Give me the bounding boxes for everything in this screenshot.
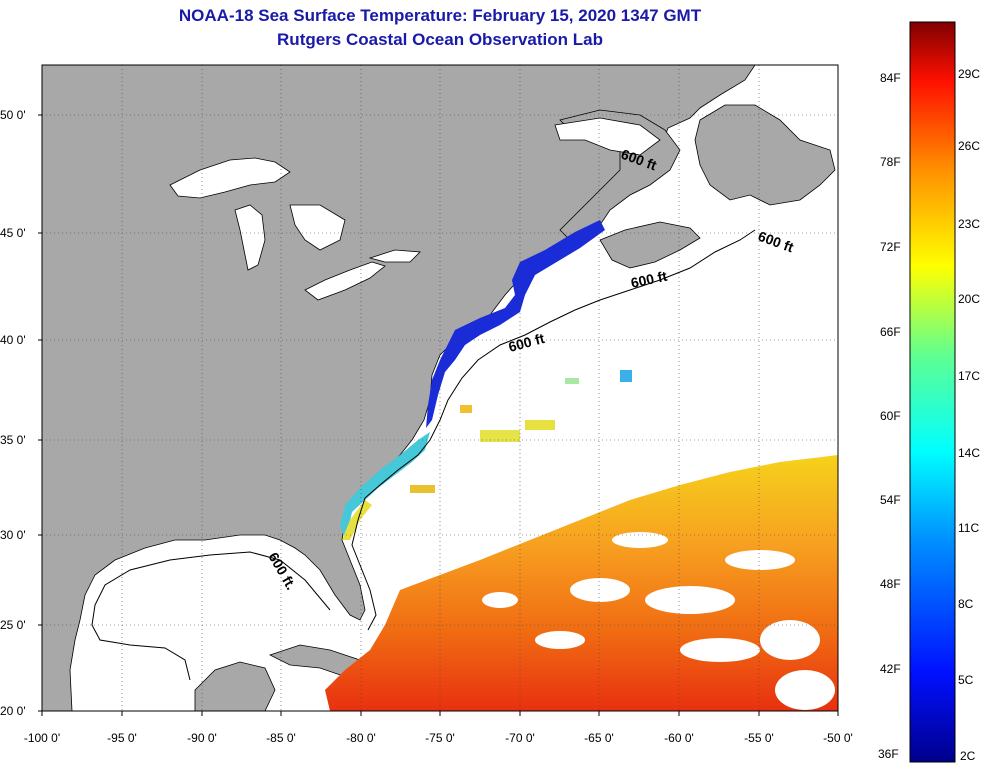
colorbar-f-label: 48F [880, 577, 901, 591]
lat-label: 50 0' [0, 108, 26, 122]
colorbar-f-label: 36F [878, 747, 899, 761]
colorbar-c-label: 14C [958, 446, 980, 460]
sst-scattered-pixels [410, 370, 632, 493]
lat-label: 45 0' [0, 226, 26, 240]
lon-label: -100 0' [24, 731, 60, 745]
graticule [42, 65, 838, 711]
colorbar-f-label: 54F [880, 493, 901, 507]
colorbar-c-labels: 29C 26C 23C 20C 17C 14C 11C 8C 5C 2C [958, 67, 980, 763]
colorbar-f-label: 84F [880, 71, 901, 85]
lon-label: -55 0' [744, 731, 774, 745]
colorbar-c-label: 5C [958, 673, 974, 687]
colorbar [909, 21, 956, 763]
colorbar-c-label: 8C [958, 597, 974, 611]
isobath-600ft-gulf [91, 551, 331, 681]
lon-label: -95 0' [107, 731, 137, 745]
lat-label: 30 0' [0, 528, 26, 542]
colorbar-f-label: 78F [880, 155, 901, 169]
lat-label: 35 0' [0, 433, 26, 447]
latitude-labels: 50 0' 45 0' 40 0' 35 0' 30 0' 25 0' 20 0… [0, 108, 26, 718]
longitude-labels: -100 0' -95 0' -90 0' -85 0' -80 0' -75 … [24, 731, 853, 745]
lon-label: -65 0' [584, 731, 614, 745]
colorbar-f-label: 60F [880, 409, 901, 423]
colorbar-f-labels: 84F 78F 72F 66F 60F 54F 48F 42F 36F [878, 71, 901, 761]
colorbar-c-label: 29C [958, 67, 980, 81]
contour-label-3: 600 ft [629, 268, 668, 291]
colorbar-c-label: 26C [958, 139, 980, 153]
map-subtitle: Rutgers Coastal Ocean Observation Lab [277, 30, 603, 49]
land-yucatan [194, 661, 276, 711]
sst-cold-shelf [426, 220, 605, 428]
colorbar-c-label: 23C [958, 217, 980, 231]
lon-label: -70 0' [505, 731, 535, 745]
sst-coastal-yellow [342, 500, 372, 540]
lake-michigan [234, 204, 266, 271]
colorbar-c-label: 11C [958, 521, 979, 535]
land-newfoundland [694, 104, 836, 206]
colorbar-f-label: 42F [880, 662, 901, 676]
hudson-bay-water [554, 117, 661, 156]
lat-label: 40 0' [0, 333, 26, 347]
lon-label: -60 0' [664, 731, 694, 745]
colorbar-c-label: 2C [960, 749, 976, 763]
isobath-600ft-atlantic [351, 229, 756, 631]
axis-ticks [38, 114, 839, 716]
sst-coastal-transition [340, 432, 430, 540]
lon-label: -85 0' [266, 731, 296, 745]
land-nova-scotia [599, 221, 701, 269]
cloud-patches [482, 532, 835, 710]
lat-label: 25 0' [0, 618, 26, 632]
colorbar-c-label: 20C [958, 292, 980, 306]
lon-label: -50 0' [823, 731, 853, 745]
lon-label: -90 0' [187, 731, 217, 745]
lake-huron [289, 204, 346, 251]
colorbar-f-label: 66F [880, 325, 901, 339]
map-title: NOAA-18 Sea Surface Temperature: Februar… [178, 6, 702, 25]
lake-superior [169, 157, 291, 199]
colorbar-c-label: 17C [958, 369, 980, 383]
lat-label: 20 0' [0, 704, 26, 718]
lake-erie-ontario [304, 249, 421, 301]
colorbar-f-label: 72F [880, 240, 901, 254]
lon-label: -75 0' [425, 731, 455, 745]
lon-label: -80 0' [346, 731, 376, 745]
